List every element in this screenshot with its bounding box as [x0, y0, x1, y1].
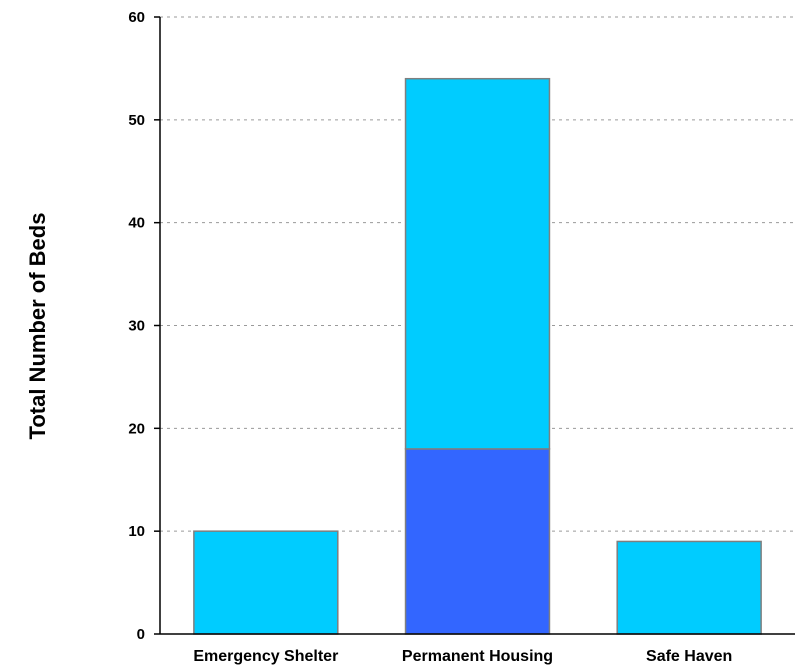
bar-segment: [404, 448, 551, 635]
y-tick-label: 10: [128, 523, 145, 540]
y-tick-label: 20: [128, 420, 145, 437]
y-tick-label: 30: [128, 318, 145, 335]
x-category-label: Safe Haven: [646, 648, 732, 665]
bar-segment: [404, 77, 551, 450]
y-tick-label: 40: [128, 215, 145, 232]
y-axis-title: Total Number of Beds: [25, 213, 50, 440]
y-tick-label: 60: [128, 9, 145, 26]
axes: [154, 16, 795, 635]
bar-segment: [193, 530, 339, 635]
x-category-label: Permanent Housing: [402, 648, 553, 665]
y-tick-labels: 0 10 20 30 40 50 60: [128, 9, 145, 643]
bar-segment: [616, 540, 762, 635]
y-tick-label: 50: [128, 112, 145, 129]
x-category-label: Emergency Shelter: [193, 648, 338, 665]
y-tick-label: 0: [137, 626, 145, 643]
x-category-labels: Emergency Shelter Permanent Housing Safe H…: [193, 648, 732, 665]
bars: [193, 77, 762, 635]
